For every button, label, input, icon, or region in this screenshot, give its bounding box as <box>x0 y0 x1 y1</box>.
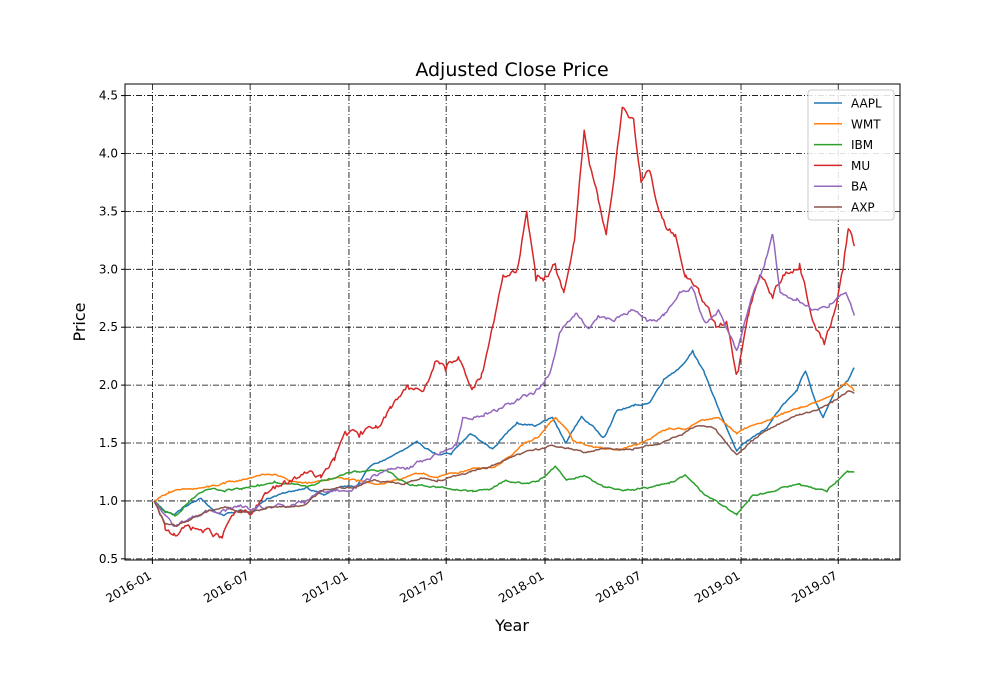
y-axis-title: Price <box>70 302 89 341</box>
y-tick-label: 0.5 <box>99 552 118 566</box>
x-axis-title: Year <box>494 616 529 635</box>
series-line-aapl <box>153 349 855 517</box>
series-lines <box>153 106 856 539</box>
y-tick-label: 2.5 <box>99 320 118 334</box>
legend-label-ibm: IBM <box>851 138 873 152</box>
legend-box <box>807 89 895 221</box>
series-line-axp <box>153 390 855 528</box>
chart-title: Adjusted Close Price <box>415 59 608 81</box>
series-line-wmt <box>153 382 855 502</box>
legend-label-wmt: WMT <box>851 117 881 131</box>
y-tick-label: 3.0 <box>99 262 118 276</box>
y-tick-label: 1.0 <box>99 494 118 508</box>
legend-label-axp: AXP <box>851 201 875 215</box>
y-tick-label: 2.0 <box>99 378 118 392</box>
legend-label-aapl: AAPL <box>851 97 882 111</box>
y-axis: 0.5 1.0 1.5 2.0 2.5 3.0 3.5 4.0 4.5 <box>99 89 125 566</box>
y-tick-label: 1.5 <box>99 436 118 450</box>
series-line-ibm <box>153 465 855 517</box>
plot-frame <box>124 83 901 561</box>
y-tick-label: 3.5 <box>99 204 118 218</box>
y-tick-label: 4.0 <box>99 146 118 160</box>
y-tick-label: 4.5 <box>99 89 118 103</box>
series-line-mu <box>153 106 856 539</box>
legend: AAPL WMT IBM MU BA AXP <box>807 89 895 221</box>
legend-label-ba: BA <box>851 180 868 194</box>
legend-label-mu: MU <box>851 159 870 173</box>
